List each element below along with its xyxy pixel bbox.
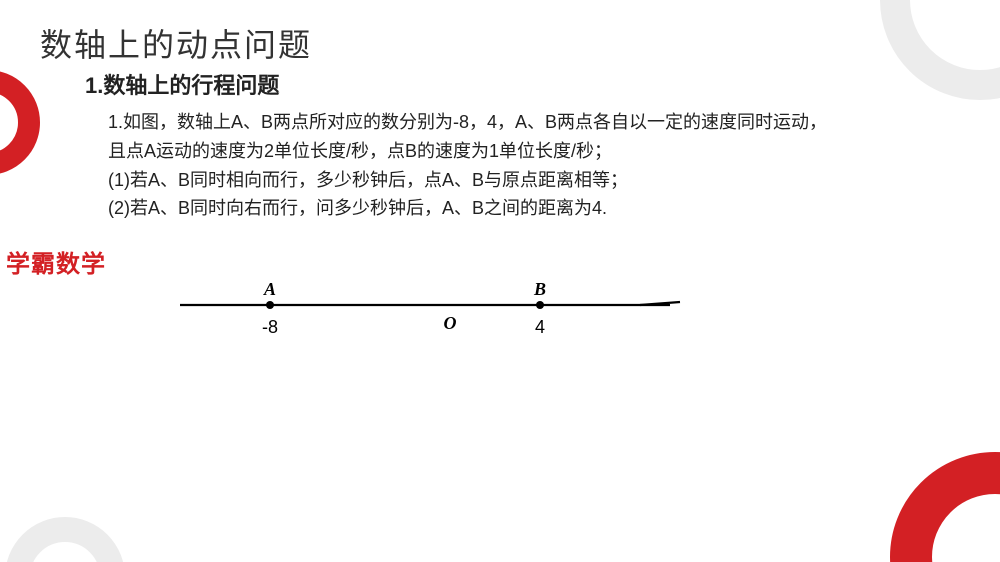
- decoration-ring-bottom-left: [5, 517, 125, 562]
- slide: 数轴上的动点问题 1.数轴上的行程问题 1.如图，数轴上A、B两点所对应的数分别…: [0, 0, 1000, 562]
- decoration-ring-top-right: [880, 0, 1000, 100]
- number-line-svg: A -8 O B 4: [170, 283, 690, 363]
- svg-text:A: A: [263, 283, 276, 299]
- page-title: 数轴上的动点问题: [40, 20, 312, 66]
- problem-line-2: 且点A运动的速度为2单位长度/秒，点B的速度为1单位长度/秒；: [108, 137, 968, 166]
- problem-line-1: 1.如图，数轴上A、B两点所对应的数分别为-8，4，A、B两点各自以一定的速度同…: [108, 108, 968, 137]
- problem-line-4: (2)若A、B同时向右而行，问多少秒钟后，A、B之间的距离为4.: [108, 194, 968, 223]
- svg-text:O: O: [444, 313, 457, 333]
- decoration-ring-bottom-right: [890, 452, 1000, 562]
- problem-line-3: (1)若A、B同时相向而行，多少秒钟后，点A、B与原点距离相等；: [108, 166, 968, 195]
- number-line-diagram: A -8 O B 4: [170, 283, 690, 363]
- section-subtitle: 1.数轴上的行程问题: [85, 68, 279, 100]
- svg-text:4: 4: [535, 317, 545, 337]
- svg-text:-8: -8: [262, 317, 278, 337]
- decoration-ring-top-left: [0, 70, 40, 175]
- problem-text: 1.如图，数轴上A、B两点所对应的数分别为-8，4，A、B两点各自以一定的速度同…: [108, 108, 968, 223]
- watermark-text: 学霸数学: [6, 244, 106, 279]
- svg-text:B: B: [533, 283, 546, 299]
